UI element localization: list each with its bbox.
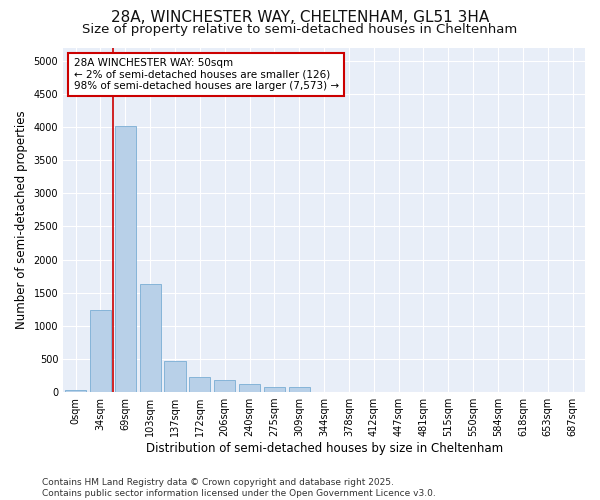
Bar <box>164 361 185 392</box>
Bar <box>214 380 235 392</box>
Text: 28A WINCHESTER WAY: 50sqm
← 2% of semi-detached houses are smaller (126)
98% of : 28A WINCHESTER WAY: 50sqm ← 2% of semi-d… <box>74 58 339 91</box>
Text: 28A, WINCHESTER WAY, CHELTENHAM, GL51 3HA: 28A, WINCHESTER WAY, CHELTENHAM, GL51 3H… <box>111 10 489 25</box>
Text: Size of property relative to semi-detached houses in Cheltenham: Size of property relative to semi-detach… <box>82 22 518 36</box>
Bar <box>264 387 285 392</box>
Y-axis label: Number of semi-detached properties: Number of semi-detached properties <box>15 110 28 329</box>
Bar <box>90 310 111 392</box>
Text: Contains HM Land Registry data © Crown copyright and database right 2025.
Contai: Contains HM Land Registry data © Crown c… <box>42 478 436 498</box>
Bar <box>65 390 86 392</box>
X-axis label: Distribution of semi-detached houses by size in Cheltenham: Distribution of semi-detached houses by … <box>146 442 503 455</box>
Bar <box>115 126 136 392</box>
Bar <box>239 384 260 392</box>
Bar <box>189 377 211 392</box>
Bar <box>140 284 161 392</box>
Bar <box>289 388 310 392</box>
